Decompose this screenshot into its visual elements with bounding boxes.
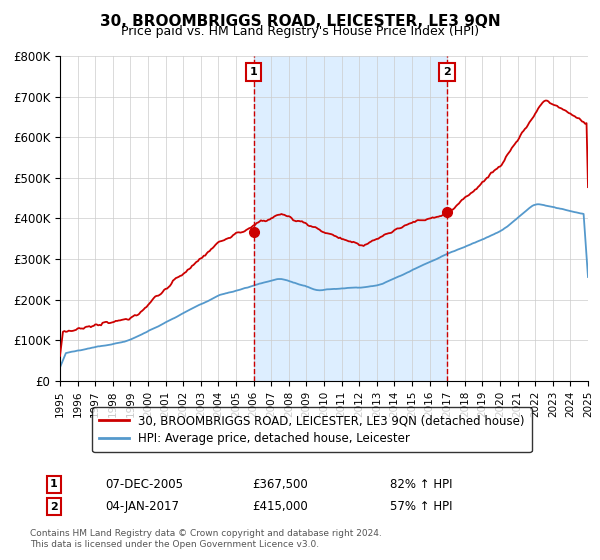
Text: 2: 2 <box>50 502 58 512</box>
Text: Price paid vs. HM Land Registry's House Price Index (HPI): Price paid vs. HM Land Registry's House … <box>121 25 479 38</box>
Text: £415,000: £415,000 <box>252 500 308 514</box>
Text: 30, BROOMBRIGGS ROAD, LEICESTER, LE3 9QN: 30, BROOMBRIGGS ROAD, LEICESTER, LE3 9QN <box>100 14 500 29</box>
Text: 2: 2 <box>443 67 451 77</box>
Text: Contains HM Land Registry data © Crown copyright and database right 2024.
This d: Contains HM Land Registry data © Crown c… <box>30 529 382 549</box>
Text: 57% ↑ HPI: 57% ↑ HPI <box>390 500 452 514</box>
Text: 82% ↑ HPI: 82% ↑ HPI <box>390 478 452 491</box>
Text: 1: 1 <box>50 479 58 489</box>
Legend: 30, BROOMBRIGGS ROAD, LEICESTER, LE3 9QN (detached house), HPI: Average price, d: 30, BROOMBRIGGS ROAD, LEICESTER, LE3 9QN… <box>92 407 532 452</box>
Text: 04-JAN-2017: 04-JAN-2017 <box>105 500 179 514</box>
Bar <box>254 56 447 381</box>
Text: £367,500: £367,500 <box>252 478 308 491</box>
Text: 07-DEC-2005: 07-DEC-2005 <box>105 478 183 491</box>
Text: 1: 1 <box>250 67 257 77</box>
